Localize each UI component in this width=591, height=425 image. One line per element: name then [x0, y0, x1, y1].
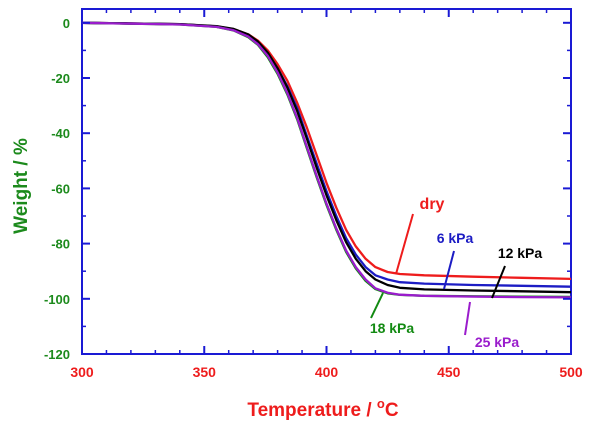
x-tick-label: 350	[193, 364, 217, 380]
y-tick-label: -100	[44, 292, 70, 307]
series-line	[81, 21, 572, 299]
x-tick-label: 500	[559, 364, 583, 380]
series-lines	[81, 21, 572, 299]
series-labels: dry 6 kPa 12 kPa 18 kPa 25 kPa	[370, 196, 543, 350]
series-line	[81, 21, 572, 294]
series-leader-line	[443, 250, 455, 290]
x-axis-label-degree: o	[377, 396, 385, 411]
series-leader-line	[395, 213, 414, 275]
y-tick-label: -40	[51, 126, 70, 141]
x-axis-ticks: 300 350 400 450 500	[70, 9, 583, 380]
series-leader-line	[370, 292, 384, 319]
series-label: 25 kPa	[475, 334, 520, 350]
y-axis-ticks: 0 -20 -40 -60 -80 -100 -120	[44, 16, 571, 362]
y-tick-label: -80	[51, 237, 70, 252]
y-axis-label: Weight / %	[11, 138, 32, 234]
x-axis-label-unit: C	[385, 400, 399, 421]
series-leader-line	[491, 265, 506, 299]
series-line	[81, 21, 572, 281]
series-label: 6 kPa	[437, 230, 474, 246]
x-axis-label: Temperature / oC	[247, 396, 398, 421]
x-tick-label: 450	[437, 364, 461, 380]
series-leader-line	[464, 301, 471, 336]
series-label: 18 kPa	[370, 320, 415, 336]
x-tick-label: 300	[70, 364, 94, 380]
y-tick-label: -120	[44, 347, 70, 362]
x-tick-label: 400	[315, 364, 339, 380]
y-tick-label: 0	[63, 16, 70, 31]
y-tick-label: -60	[51, 181, 70, 196]
series-label: dry	[420, 196, 445, 213]
x-axis-label-main: Temperature /	[247, 400, 377, 421]
series-label: 12 kPa	[498, 245, 543, 261]
y-tick-label: -20	[51, 71, 70, 86]
